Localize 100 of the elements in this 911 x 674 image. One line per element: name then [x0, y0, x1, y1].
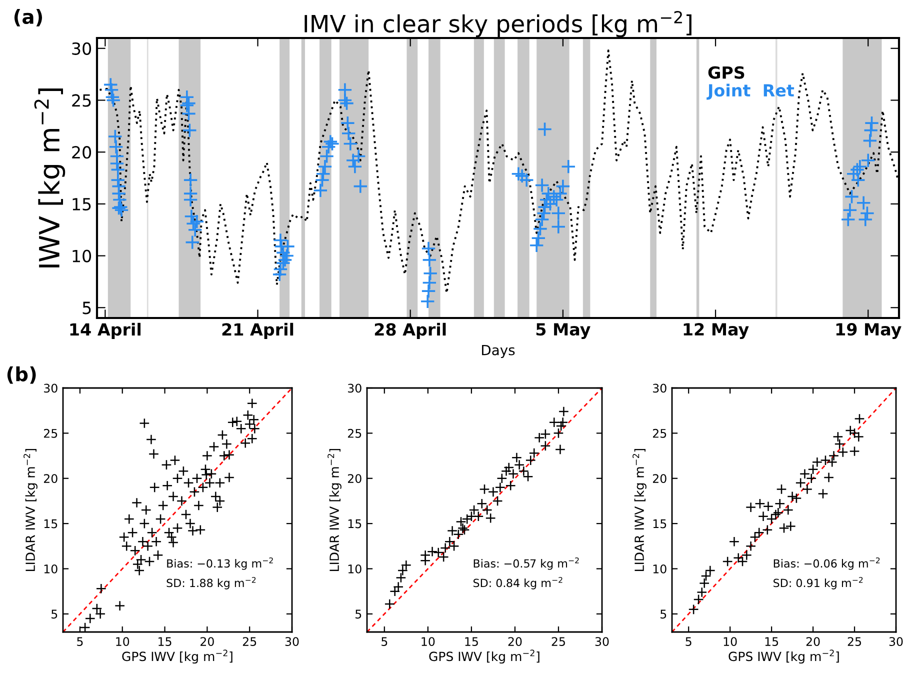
point — [396, 572, 406, 584]
y-tick-label: 5 — [52, 610, 58, 619]
point — [762, 524, 773, 536]
y-axis-title: LIDAR IWV [kg m$^{−2}$] — [328, 448, 342, 571]
legend-label: GPS — [708, 66, 744, 79]
point — [838, 446, 848, 458]
x-tick-label: 15 — [765, 637, 778, 646]
point — [511, 452, 522, 463]
y-tick-label: 15 — [653, 519, 666, 528]
point — [746, 540, 756, 552]
point — [438, 552, 449, 562]
point — [849, 428, 860, 438]
point — [508, 468, 519, 480]
point — [820, 455, 831, 466]
point — [854, 413, 865, 424]
point — [420, 555, 431, 566]
annotation: SD: 0.91 kg m$^{−2}$ — [774, 576, 863, 590]
point — [826, 456, 838, 468]
point — [778, 522, 790, 534]
x-tick-label: 10 — [724, 637, 737, 646]
point — [473, 511, 484, 522]
x-tick-label: 15 — [158, 637, 172, 646]
point — [774, 498, 786, 509]
x-tick-label: 12 May — [684, 323, 749, 339]
point — [828, 450, 840, 462]
annotation: SD: 1.88 kg m$^{−2}$ — [166, 576, 256, 590]
y-tick-label: 25 — [72, 94, 91, 107]
x-tick-label: 5 — [686, 637, 692, 646]
x-tick-label: 25 — [848, 637, 861, 646]
x-tick-label: 20 — [806, 637, 820, 646]
y-tick-label: 15 — [44, 519, 58, 528]
point — [845, 425, 856, 436]
point — [832, 432, 844, 442]
point — [758, 511, 769, 522]
x-tick-label: 30 — [889, 637, 903, 646]
annotation: Bias: −0.06 kg m$^{−2}$ — [774, 557, 880, 570]
y-tick-label: 20 — [44, 474, 58, 484]
point — [447, 526, 458, 536]
x-tick-label: 25 — [552, 637, 565, 646]
point — [849, 446, 860, 457]
y-tick-label: 10 — [72, 250, 92, 262]
x-tick-label: 30 — [595, 637, 609, 646]
point — [722, 556, 733, 567]
annotation: SD: 0.84 kg m$^{−2}$ — [473, 576, 562, 590]
x-tick-label: 20 — [200, 637, 214, 646]
annotation: Bias: −0.13 kg m$^{−2}$ — [167, 557, 273, 570]
y-tick-label: 30 — [653, 384, 666, 393]
point — [492, 496, 503, 506]
text: Joint Ret — [706, 84, 794, 100]
y-tick-label: 25 — [44, 428, 58, 438]
point — [448, 540, 460, 552]
y-tick-label: 25 — [348, 428, 362, 438]
point — [802, 484, 813, 494]
x-axis-title: Days — [482, 344, 515, 358]
x-tick-label: 14 April — [70, 322, 141, 339]
text: (a) — [14, 9, 42, 26]
point — [558, 417, 568, 428]
y-tick-label: 15 — [348, 519, 362, 528]
point — [818, 488, 828, 500]
x-tick-label: 30 — [285, 637, 299, 646]
point — [824, 472, 834, 483]
point — [522, 471, 534, 482]
point — [476, 498, 488, 509]
point — [505, 480, 516, 491]
x-tick-label: 19 May — [836, 323, 902, 339]
y-tick-label: 20 — [348, 474, 362, 484]
annotation: Bias: −0.57 kg m$^{−2}$ — [474, 557, 579, 570]
point — [514, 460, 525, 470]
y-tick-label: 10 — [44, 564, 58, 574]
point — [485, 512, 496, 524]
y-tick-label: 20 — [72, 146, 92, 159]
y-tick-label: 10 — [348, 564, 362, 574]
y-tick-label: 5 — [356, 610, 362, 619]
point — [791, 492, 802, 504]
point — [785, 520, 796, 532]
y-tick-label: 30 — [44, 384, 58, 393]
x-tick-label: 28 April — [374, 322, 446, 339]
y-tick-label: 5 — [660, 610, 666, 619]
point — [556, 420, 566, 432]
chart-title: IMV in clear sky periods [kg m$^{−2}$] — [304, 10, 692, 38]
point — [699, 578, 710, 588]
point — [540, 440, 551, 452]
y-tick-label: 20 — [652, 474, 666, 484]
y-tick-label: 15 — [72, 198, 91, 210]
x-axis-title: GPS IWV [kg m$^{−2}$] — [122, 650, 232, 664]
x-tick-label: 5 May — [536, 323, 590, 339]
y-tick-label: 5 — [82, 302, 91, 314]
point — [834, 438, 845, 450]
point — [548, 417, 560, 428]
x-tick-label: 21 April — [222, 322, 294, 339]
y-tick-label: 30 — [348, 384, 362, 393]
point — [799, 468, 810, 480]
x-tick-label: 20 — [508, 637, 522, 646]
y-axis-title: LIDAR IWV [kg m$^{−2}$] — [632, 448, 646, 571]
point — [776, 484, 787, 494]
point — [384, 598, 395, 610]
x-tick-label: 25 — [242, 637, 256, 646]
point — [806, 473, 817, 484]
y-tick-label: 10 — [653, 564, 666, 574]
x-axis-title: GPS IWV [kg m$^{−2}$] — [728, 650, 839, 664]
